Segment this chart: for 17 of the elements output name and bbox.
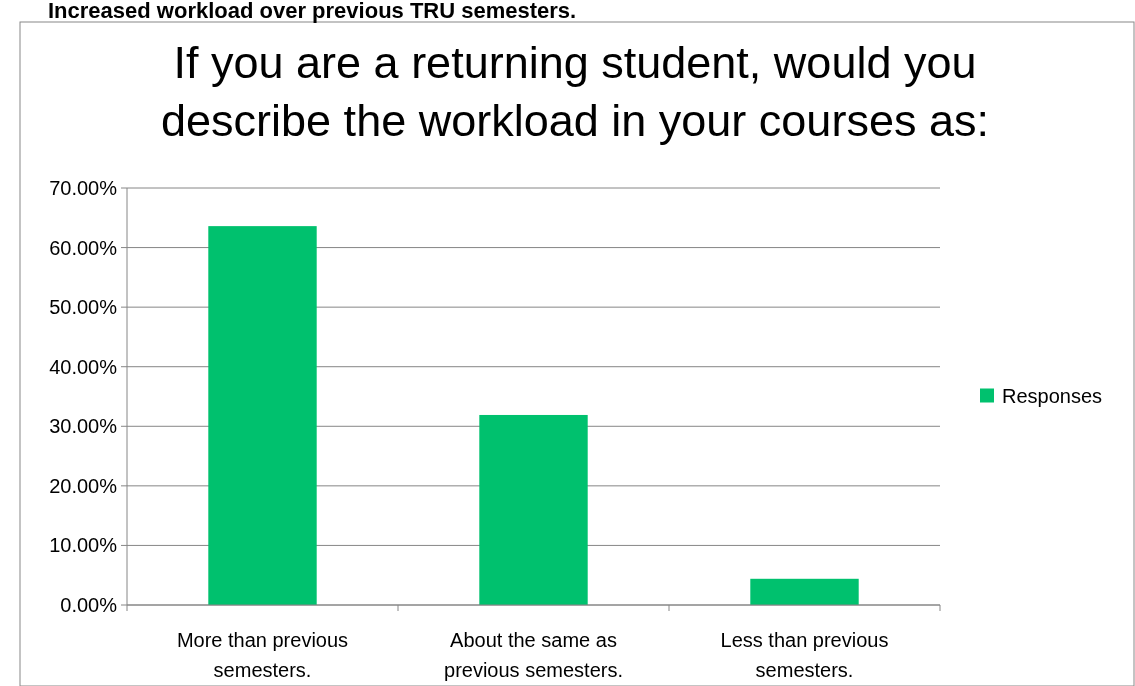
x-tick-label: About the same as previous semesters. [444, 629, 623, 681]
y-tick-label: 50.00% [49, 296, 118, 319]
bar [208, 226, 317, 605]
y-tick-label: 30.00% [49, 415, 118, 438]
bar [479, 414, 588, 605]
y-tick-label: 60.00% [49, 236, 118, 259]
x-tick-label: Less than previous semesters. [720, 629, 889, 681]
y-tick-label: 0.00% [60, 594, 118, 616]
y-tick-label: 70.00% [49, 177, 118, 199]
chart-title: If you are a returning student, would you describe the workload in your courses as: [161, 37, 989, 146]
y-tick-label: 20.00% [49, 474, 118, 497]
bar [750, 578, 859, 605]
y-tick-label: 40.00% [49, 355, 118, 378]
text: Increased workload over previous TRU semesters. [48, 0, 577, 23]
y-tick-label: 10.00% [49, 534, 118, 557]
x-tick-label: More than previous semesters. [176, 629, 349, 681]
legend-label: Responses [1002, 384, 1103, 407]
